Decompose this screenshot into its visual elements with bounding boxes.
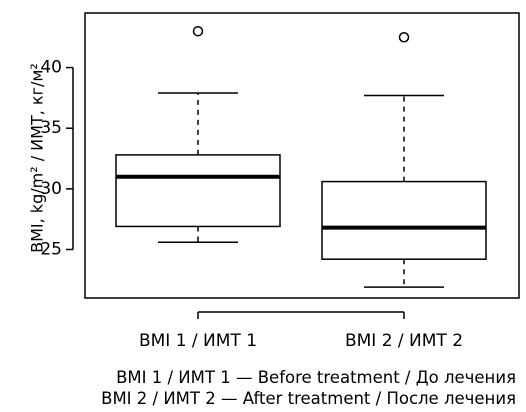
legend-note-1-key: BMI 1 / ИМТ 1 [116,368,231,387]
legend-note-1: BMI 1 / ИМТ 1 — Before treatment / До ле… [0,367,526,389]
outlier-2-1 [398,32,410,43]
legend-note-2-key: BMI 2 / ИМТ 2 [101,389,216,408]
legend-note-1-text: Before treatment / До лечения [257,368,516,387]
y-tick-label-35: 35 [40,118,62,138]
box-1 [115,154,281,228]
legend-note-1-dash: — [235,368,253,387]
box-2 [321,180,487,260]
legend-note-2-dash: — [221,389,238,408]
y-axis-label: BMI, kg/m² / ИМТ, кг/м² [28,63,47,253]
x-tick-label-2: BMI 2 / ИМТ 2 [345,331,463,351]
legend-note-2-text: After treatment / После лечения [242,389,516,408]
outlier-1-1 [192,25,204,37]
y-tick-label-25: 25 [40,239,62,259]
plot-frame [84,12,520,299]
y-tick-label-40: 40 [40,58,62,78]
x-tick-label-1: BMI 1 / ИМТ 1 [139,331,257,351]
legend-note-2: BMI 2 / ИМТ 2 — After treatment / После … [0,388,526,410]
y-tick-label-30: 30 [40,179,62,199]
